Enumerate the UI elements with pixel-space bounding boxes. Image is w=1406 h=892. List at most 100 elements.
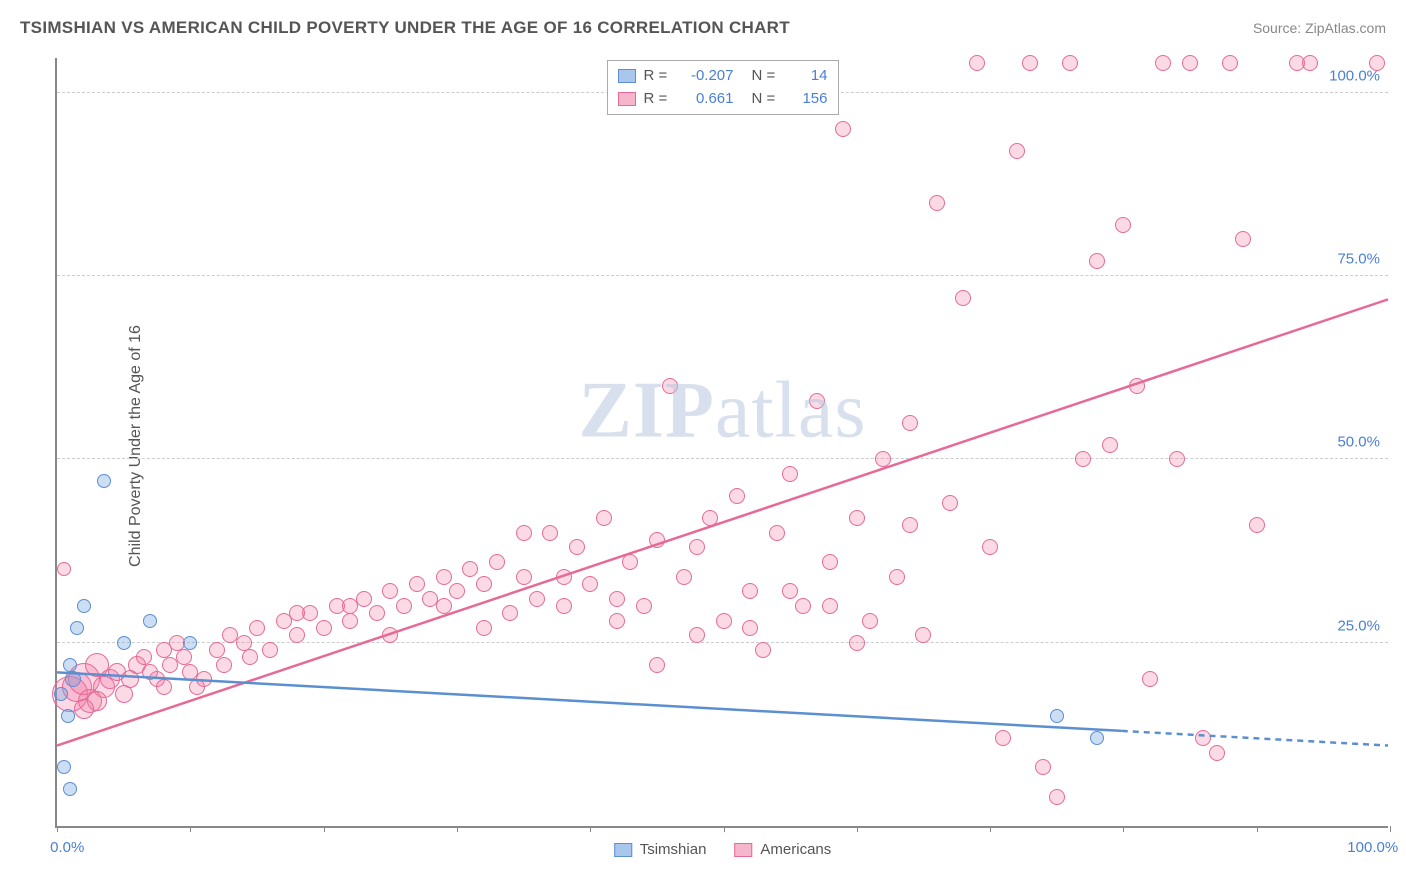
americans-point: [755, 642, 771, 658]
americans-point: [1075, 451, 1091, 467]
americans-point: [516, 525, 532, 541]
americans-point: [462, 561, 478, 577]
tsimshian-point: [97, 474, 111, 488]
americans-point: [74, 699, 94, 719]
americans-point: [889, 569, 905, 585]
legend-label: Americans: [760, 841, 831, 858]
americans-point: [822, 598, 838, 614]
americans-point: [1369, 55, 1385, 71]
americans-point: [382, 583, 398, 599]
americans-point: [249, 620, 265, 636]
americans-point: [596, 510, 612, 526]
americans-point: [835, 121, 851, 137]
americans-point: [476, 576, 492, 592]
americans-point: [822, 554, 838, 570]
americans-point: [862, 613, 878, 629]
americans-point: [702, 510, 718, 526]
tsimshian-point: [63, 782, 77, 796]
x-tick: [1390, 826, 1391, 832]
legend-label: Tsimshian: [640, 841, 707, 858]
americans-point: [489, 554, 505, 570]
tsimshian-point: [77, 599, 91, 613]
americans-point: [476, 620, 492, 636]
americans-point: [1155, 55, 1171, 71]
americans-point: [782, 583, 798, 599]
n-label: N =: [752, 65, 784, 88]
tsimshian-point: [143, 614, 157, 628]
legend-item: Americans: [734, 841, 831, 858]
legend-swatch: [618, 69, 636, 83]
americans-point: [156, 679, 172, 695]
tsimshian-point: [61, 709, 75, 723]
americans-point: [902, 517, 918, 533]
title-bar: TSIMSHIAN VS AMERICAN CHILD POVERTY UNDE…: [20, 18, 1386, 38]
r-value: -0.207: [684, 65, 734, 88]
r-label: R =: [644, 88, 676, 111]
tsimshian-point: [183, 636, 197, 650]
tsimshian-point: [117, 636, 131, 650]
legend-swatch: [618, 92, 636, 106]
tsimshian-point: [65, 671, 81, 687]
americans-point: [196, 671, 212, 687]
americans-point: [1222, 55, 1238, 71]
legend-swatch: [734, 843, 752, 857]
americans-point: [1089, 253, 1105, 269]
americans-point: [556, 569, 572, 585]
x-tick: [1123, 826, 1124, 832]
americans-point: [1142, 671, 1158, 687]
americans-point: [289, 627, 305, 643]
americans-point: [262, 642, 278, 658]
americans-point: [556, 598, 572, 614]
americans-point: [342, 598, 358, 614]
americans-point: [236, 635, 252, 651]
americans-point: [995, 730, 1011, 746]
x-tick: [1257, 826, 1258, 832]
x-tick: [57, 826, 58, 832]
americans-point: [769, 525, 785, 541]
americans-point: [396, 598, 412, 614]
americans-point: [1235, 231, 1251, 247]
americans-point: [136, 649, 152, 665]
legend-swatch: [614, 843, 632, 857]
x-tick: [324, 826, 325, 832]
americans-point: [662, 378, 678, 394]
trend-lines: [57, 58, 1388, 826]
x-tick: [990, 826, 991, 832]
americans-point: [795, 598, 811, 614]
americans-point: [982, 539, 998, 555]
americans-point: [209, 642, 225, 658]
americans-point: [915, 627, 931, 643]
americans-point: [742, 583, 758, 599]
trend-line: [57, 299, 1388, 745]
americans-point: [1009, 143, 1025, 159]
chart-title: TSIMSHIAN VS AMERICAN CHILD POVERTY UNDE…: [20, 18, 790, 38]
americans-point: [689, 539, 705, 555]
americans-point: [1209, 745, 1225, 761]
tsimshian-point: [1090, 731, 1104, 745]
americans-point: [1129, 378, 1145, 394]
americans-point: [409, 576, 425, 592]
americans-point: [516, 569, 532, 585]
americans-point: [649, 532, 665, 548]
americans-point: [1169, 451, 1185, 467]
americans-point: [676, 569, 692, 585]
n-value: 156: [792, 88, 828, 111]
tsimshian-point: [1050, 709, 1064, 723]
x-tick-label: 0.0%: [50, 839, 84, 856]
correlation-legend: R =-0.207N =14R =0.661N =156: [607, 60, 839, 115]
x-tick: [724, 826, 725, 832]
legend-row: R =0.661N =156: [618, 88, 828, 111]
americans-point: [369, 605, 385, 621]
americans-point: [609, 591, 625, 607]
r-label: R =: [644, 65, 676, 88]
americans-point: [1102, 437, 1118, 453]
americans-point: [316, 620, 332, 636]
americans-point: [502, 605, 518, 621]
legend-row: R =-0.207N =14: [618, 65, 828, 88]
y-tick-label: 50.0%: [1337, 434, 1380, 451]
gridline: [57, 458, 1388, 459]
americans-point: [342, 613, 358, 629]
americans-point: [1115, 217, 1131, 233]
americans-point: [622, 554, 638, 570]
americans-point: [57, 562, 71, 576]
